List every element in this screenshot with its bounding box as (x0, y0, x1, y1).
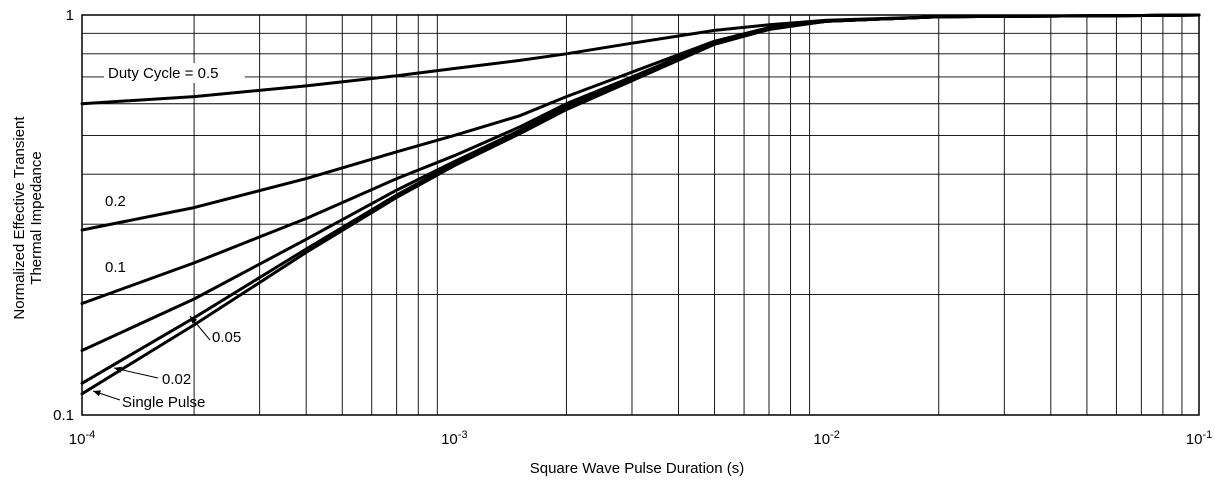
x-tick-labels: 10-4 10-3 10-2 10-1 (69, 429, 1212, 448)
leader-005-head (190, 316, 198, 324)
plot-frame (81, 14, 1200, 416)
leader-002-head (114, 366, 122, 373)
series-label: Duty Cycle = 0.5 (108, 65, 218, 82)
label-background (104, 63, 245, 83)
y-tick-labels: 10.1 (53, 7, 74, 424)
y-axis-title: Normalized Effective Transient Thermal I… (11, 116, 45, 320)
x-axis-title: Square Wave Pulse Duration (s) (530, 460, 745, 477)
series-line-0 (80, 13, 1201, 106)
x-tick-label: 10-2 (813, 429, 839, 448)
leader-single-head (93, 390, 101, 397)
y-axis-title-line-2: Thermal Impedance (28, 151, 45, 284)
y-axis-title-line-1: Normalized Effective Transient (11, 116, 28, 320)
series-line-3 (80, 13, 1201, 352)
x-tick-label: 10-1 (1186, 429, 1212, 448)
series-line-5 (80, 13, 1201, 396)
series-label: 0.05 (212, 329, 241, 346)
grid-lines (82, 15, 1199, 415)
series-line-1 (80, 13, 1201, 232)
series-label: 0.2 (105, 193, 126, 210)
y-tick-label: 1 (66, 7, 74, 24)
series-line-2 (80, 13, 1201, 305)
series-label: 0.1 (105, 259, 126, 276)
series-labels: Duty Cycle = 0.5 0.2 0.1 0.05 0.02 Single Pul… (92, 63, 245, 411)
y-tick-label: 0.1 (53, 407, 74, 424)
x-tick-label: 10-3 (441, 429, 467, 448)
series-label: 0.02 (162, 371, 191, 388)
series-lines (80, 13, 1201, 396)
x-tick-label: 10-4 (69, 429, 95, 448)
series-label: Single Pulse (122, 394, 205, 411)
leader-002 (113, 367, 159, 379)
